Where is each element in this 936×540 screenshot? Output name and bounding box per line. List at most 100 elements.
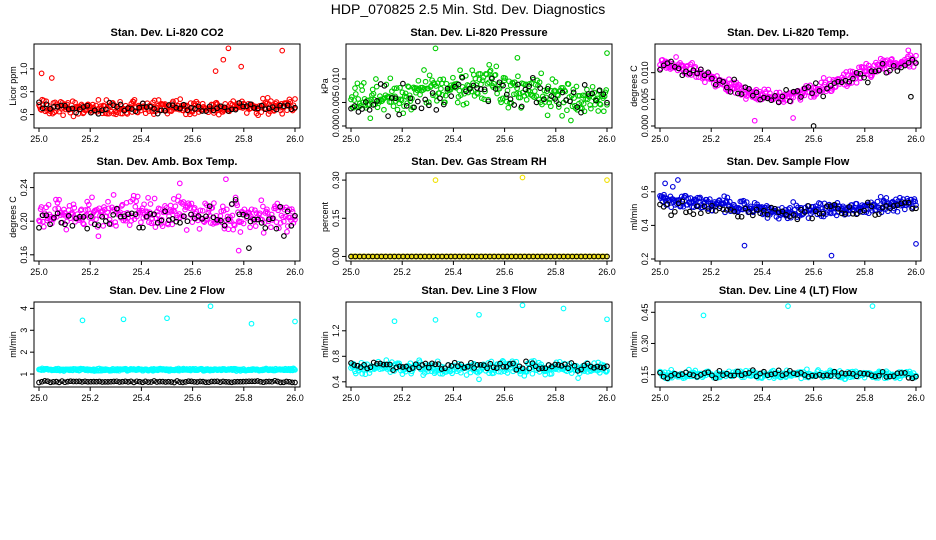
data-point-secondary bbox=[292, 379, 298, 386]
data-point-secondary bbox=[794, 216, 801, 223]
data-point bbox=[499, 95, 506, 102]
chart-panel-6: Stan. Dev. Sample Flow 25.0 25.2 25.4 25.6 25… bbox=[629, 156, 925, 277]
data-point-secondary bbox=[205, 379, 212, 386]
data-point-secondary bbox=[383, 361, 390, 368]
data-point-secondary bbox=[511, 102, 518, 108]
data-point-secondary bbox=[47, 379, 54, 386]
data-point-secondary bbox=[790, 370, 797, 377]
data-point bbox=[111, 206, 118, 213]
data-point-secondary bbox=[88, 109, 94, 116]
chart-panel-8: Stan. Dev. Line 3 Flow 25.0 25.2 25.4 25.6 25… bbox=[320, 285, 616, 403]
data-point-secondary bbox=[526, 365, 533, 372]
panel-title: Stan. Dev. Gas Stream RH bbox=[411, 156, 547, 168]
data-point-secondary bbox=[757, 210, 764, 217]
data-point bbox=[82, 207, 89, 213]
data-point-secondary bbox=[203, 213, 209, 220]
data-point-secondary bbox=[772, 205, 778, 212]
data-point-secondary bbox=[542, 365, 549, 372]
data-point-secondary bbox=[507, 96, 514, 102]
data-point bbox=[505, 104, 512, 111]
data-point-secondary bbox=[362, 99, 369, 105]
data-point-secondary bbox=[596, 87, 603, 94]
data-point-secondary bbox=[145, 379, 152, 385]
data-point bbox=[502, 75, 508, 81]
data-point-secondary bbox=[110, 211, 117, 218]
data-point bbox=[292, 367, 298, 373]
data-point-secondary bbox=[709, 202, 715, 209]
data-point bbox=[105, 205, 112, 212]
data-point bbox=[152, 224, 159, 230]
y-tick-label: 0.005 bbox=[640, 88, 650, 111]
data-point-secondary bbox=[440, 101, 447, 108]
data-point-secondary bbox=[529, 74, 536, 81]
data-point bbox=[291, 105, 298, 112]
data-point-secondary bbox=[411, 104, 417, 111]
data-point-secondary bbox=[185, 378, 192, 385]
plot-frame bbox=[33, 172, 301, 262]
data-point-secondary bbox=[742, 205, 749, 212]
data-point-secondary bbox=[169, 102, 176, 108]
data-point-secondary bbox=[154, 110, 161, 117]
data-point-secondary bbox=[846, 370, 853, 376]
chart-panel-7: Stan. Dev. Line 2 Flow 25.0 25.2 25.4 25.6 25… bbox=[8, 285, 304, 403]
data-point bbox=[545, 83, 552, 90]
x-tick-label: 25.2 bbox=[702, 267, 720, 277]
x-tick-label: 25.0 bbox=[30, 267, 48, 277]
data-point-secondary bbox=[876, 211, 882, 217]
y-tick-label: 0.16 bbox=[19, 246, 29, 264]
data-point bbox=[476, 311, 482, 318]
data-point-secondary bbox=[240, 378, 247, 385]
data-point bbox=[552, 79, 559, 85]
data-point-secondary bbox=[188, 105, 194, 111]
data-point-secondary bbox=[464, 363, 471, 370]
data-point-secondary bbox=[753, 373, 760, 380]
chart-panel-9: Stan. Dev. Line 4 (LT) Flow 25.0 25.2 25.4 2… bbox=[629, 285, 925, 403]
x-tick-label: 25.4 bbox=[445, 267, 463, 277]
data-point-secondary bbox=[140, 100, 146, 107]
data-point bbox=[421, 370, 428, 376]
data-point-secondary bbox=[36, 379, 42, 386]
data-point-secondary bbox=[544, 85, 551, 92]
data-point-secondary bbox=[221, 222, 228, 229]
x-tick-label: 26.0 bbox=[598, 134, 616, 144]
data-point-secondary bbox=[761, 94, 767, 101]
data-point bbox=[240, 220, 247, 227]
x-tick-label: 25.6 bbox=[805, 393, 823, 403]
data-point-secondary bbox=[883, 374, 890, 380]
data-point-secondary bbox=[108, 378, 114, 385]
data-point bbox=[697, 194, 703, 201]
data-point bbox=[65, 99, 71, 106]
data-point-secondary bbox=[143, 104, 150, 110]
data-point-secondary bbox=[735, 368, 741, 375]
data-point-secondary bbox=[660, 203, 667, 210]
data-point bbox=[492, 72, 499, 78]
y-tick-label: 0.005 bbox=[331, 91, 341, 114]
data-point-secondary bbox=[731, 372, 738, 379]
points-group bbox=[657, 303, 919, 382]
data-point-secondary bbox=[842, 211, 849, 217]
data-point-secondary bbox=[84, 102, 91, 109]
data-point-secondary bbox=[448, 363, 455, 369]
data-point bbox=[503, 367, 510, 373]
data-point-secondary bbox=[266, 378, 272, 385]
data-point bbox=[432, 45, 439, 52]
x-tick-label: 25.0 bbox=[342, 134, 360, 144]
data-point-secondary bbox=[697, 210, 704, 217]
data-point-secondary bbox=[723, 207, 730, 213]
data-point bbox=[234, 202, 241, 209]
data-point-secondary bbox=[775, 209, 782, 216]
data-point bbox=[888, 56, 894, 63]
data-point-secondary bbox=[746, 209, 752, 215]
data-point-secondary bbox=[199, 215, 206, 222]
data-point-secondary bbox=[102, 378, 109, 385]
data-point-secondary bbox=[578, 109, 584, 116]
data-point-secondary bbox=[177, 105, 183, 112]
data-point-secondary bbox=[95, 222, 102, 228]
data-point-secondary bbox=[56, 379, 62, 386]
data-point-secondary bbox=[258, 102, 265, 109]
data-point bbox=[211, 200, 217, 206]
data-point bbox=[721, 193, 728, 200]
data-point bbox=[477, 71, 484, 77]
data-point-secondary bbox=[177, 219, 183, 226]
data-point-secondary bbox=[433, 107, 440, 113]
